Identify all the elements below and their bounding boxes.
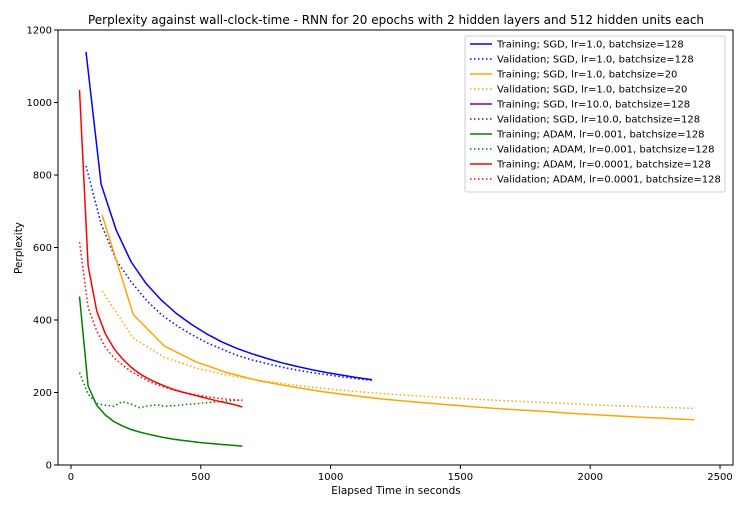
y-tick-label: 1000 bbox=[27, 98, 52, 109]
legend-label: Validation; SGD, lr=1.0, batchsize=20 bbox=[497, 85, 687, 96]
series-line-validation-adam-lr-0-0001-batchsize-128 bbox=[78, 242, 243, 402]
x-tick-label: 2500 bbox=[707, 472, 732, 483]
series-line-training-adam-lr-0-0001-batchsize-128 bbox=[78, 89, 243, 408]
y-tick-label: 800 bbox=[33, 171, 52, 182]
x-tick-label: 0 bbox=[68, 472, 74, 483]
series-layer bbox=[78, 51, 695, 447]
x-tick-label: 500 bbox=[191, 472, 210, 483]
axes-layer: 0 500 1000 1500 2000 2500 0 200 400 600 800 1000 120… bbox=[27, 26, 734, 483]
y-tick-label: 0 bbox=[46, 461, 52, 472]
x-tick-label: 2000 bbox=[577, 472, 602, 483]
y-tick-label: 400 bbox=[33, 316, 52, 327]
legend-label: Training; SGD, lr=10.0, batchsize=128 bbox=[496, 100, 690, 111]
y-tick-label: 1200 bbox=[27, 26, 52, 37]
series-line-validation-sgd-lr-1-0-batchsize-20 bbox=[101, 290, 695, 410]
legend-label: Training; ADAM, lr=0.001, batchsize=128 bbox=[496, 130, 705, 141]
y-tick-label: 200 bbox=[33, 388, 52, 399]
legend: Training; SGD, lr=1.0, batchsize=128 Vali… bbox=[464, 35, 726, 193]
series-line-training-sgd-lr-1-0-batchsize-128 bbox=[85, 51, 373, 381]
legend-label: Validation; ADAM, lr=0.001, batchsize=12… bbox=[497, 145, 714, 156]
x-tick-label: 1000 bbox=[318, 472, 343, 483]
chart-title: Perplexity against wall-clock-time - RNN… bbox=[88, 13, 704, 27]
series-line-training-adam-lr-0-001-batchsize-128 bbox=[78, 296, 243, 447]
legend-label: Validation; SGD, lr=1.0, batchsize=128 bbox=[497, 55, 694, 66]
legend-box bbox=[464, 35, 726, 193]
legend-label: Training; ADAM, lr=0.0001, batchsize=128 bbox=[496, 160, 711, 171]
series-line-validation-adam-lr-0-001-batchsize-128 bbox=[78, 372, 243, 409]
legend-label: Validation; ADAM, lr=0.0001, batchsize=1… bbox=[497, 175, 721, 186]
x-axis-label: Elapsed Time in seconds bbox=[331, 485, 460, 497]
legend-label: Training; SGD, lr=1.0, batchsize=128 bbox=[496, 40, 684, 51]
y-axis-label: Perplexity bbox=[13, 222, 25, 274]
x-tick-label: 1500 bbox=[448, 472, 473, 483]
series-line-training-sgd-lr-1-0-batchsize-20 bbox=[101, 214, 695, 421]
y-tick-label: 600 bbox=[33, 243, 52, 254]
legend-label: Training; SGD, lr=1.0, batchsize=20 bbox=[496, 70, 677, 81]
legend-label: Validation; SGD, lr=10.0, batchsize=128 bbox=[497, 115, 700, 126]
series-line-validation-sgd-lr-1-0-batchsize-128 bbox=[85, 165, 373, 381]
